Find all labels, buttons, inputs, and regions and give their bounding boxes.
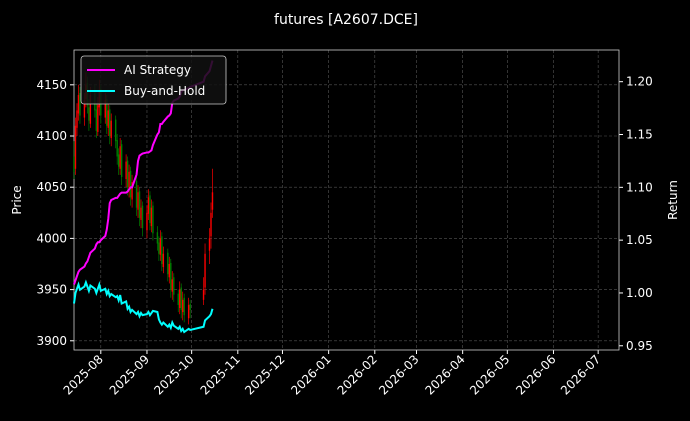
plot-frame (73, 49, 620, 351)
candle-body (158, 242, 160, 254)
chart-title: futures [A2607.DCE] (274, 12, 418, 28)
candle-body (109, 109, 111, 137)
candle-body (152, 205, 154, 234)
candle-body (211, 192, 214, 210)
candle-body (150, 207, 153, 227)
x-tick-label: 2026-05 (467, 352, 512, 397)
candle-body (88, 107, 90, 121)
candle-body (83, 100, 86, 118)
y-tick-label: 4100 (36, 129, 67, 143)
candle-body (146, 212, 148, 231)
candle-body (168, 263, 171, 278)
candle-body (149, 195, 151, 224)
candle-body (119, 146, 121, 169)
candle-body (170, 262, 172, 290)
y2-tick-label: 1.15 (626, 128, 653, 142)
candle-body (76, 110, 78, 128)
candle-body (106, 99, 108, 126)
candle-body (177, 293, 179, 305)
candle-body (116, 140, 118, 157)
candle-body (77, 95, 80, 114)
candle-body (125, 161, 127, 180)
candle-body (129, 170, 132, 198)
y2-tick-label: 1.00 (626, 286, 653, 300)
candle-body (140, 207, 142, 220)
legend-label: Buy-and-Hold (124, 84, 205, 98)
candle-body (179, 289, 181, 309)
candle-body (74, 125, 77, 169)
candle-body (138, 191, 141, 218)
y-axis-label: Price (10, 185, 24, 214)
x-tick-label: 2026-07 (558, 352, 603, 397)
x-tick-label: 2025-12 (242, 352, 287, 397)
y2-tick-label: 0.95 (626, 339, 653, 353)
x-tick-label: 2025-09 (107, 352, 152, 397)
x-tick-label: 2026-03 (376, 352, 421, 397)
candle-body (95, 109, 98, 131)
legend-box (80, 55, 227, 105)
candle-body (137, 192, 139, 210)
candle-body (114, 119, 117, 142)
x-tick-label: 2026-06 (513, 352, 558, 397)
candle-body (147, 197, 150, 214)
candle-body (126, 160, 129, 188)
candle-body (110, 120, 112, 139)
candle-body (161, 236, 163, 264)
y2-tick-label: 1.05 (626, 233, 653, 247)
candle-body (107, 110, 109, 128)
candle-body (120, 144, 123, 177)
candle-body (182, 299, 184, 313)
x-tick-label: 2025-08 (61, 352, 106, 397)
candle-body (173, 277, 175, 295)
candle-body (128, 171, 130, 190)
candle-body (117, 154, 120, 167)
candle-body (180, 287, 182, 311)
candle-body (73, 156, 75, 172)
candle-body (97, 105, 99, 132)
y-tick-label: 4000 (36, 231, 67, 245)
candle-body (131, 182, 133, 200)
candle-body (162, 253, 165, 268)
candle-body (210, 212, 212, 237)
y2-tick-label: 1.10 (626, 180, 653, 194)
candle-body (202, 289, 205, 300)
y-tick-label: 4150 (36, 78, 67, 92)
y-tick-label: 3950 (36, 283, 67, 297)
y2-tick-label: 1.20 (626, 75, 653, 89)
candle-body (189, 303, 191, 311)
candle-body (89, 95, 92, 124)
y-tick-label: 3900 (36, 334, 67, 348)
x-tick-label: 2026-01 (288, 352, 333, 397)
candle-body (183, 297, 185, 316)
x-tick-label: 2026-02 (335, 352, 380, 397)
candle-body (204, 253, 206, 288)
candle-body (141, 205, 144, 229)
candle-body (104, 100, 106, 118)
y-tick-label: 4050 (36, 180, 67, 194)
series-line (73, 279, 214, 334)
candle-body (135, 181, 138, 208)
x-tick-label: 2025-10 (151, 352, 196, 397)
x-tick-label: 2025-11 (198, 352, 243, 397)
candle-body (171, 279, 173, 292)
candle-body (167, 252, 169, 275)
candle-body (208, 238, 211, 251)
candle-body (79, 93, 81, 116)
x-tick-label: 2026-04 (422, 352, 467, 397)
candle-body (159, 238, 162, 255)
legend-label: AI Strategy (124, 63, 191, 77)
y2-axis-label: Return (666, 180, 680, 220)
candle-body (156, 232, 159, 244)
candle-body (187, 304, 190, 319)
